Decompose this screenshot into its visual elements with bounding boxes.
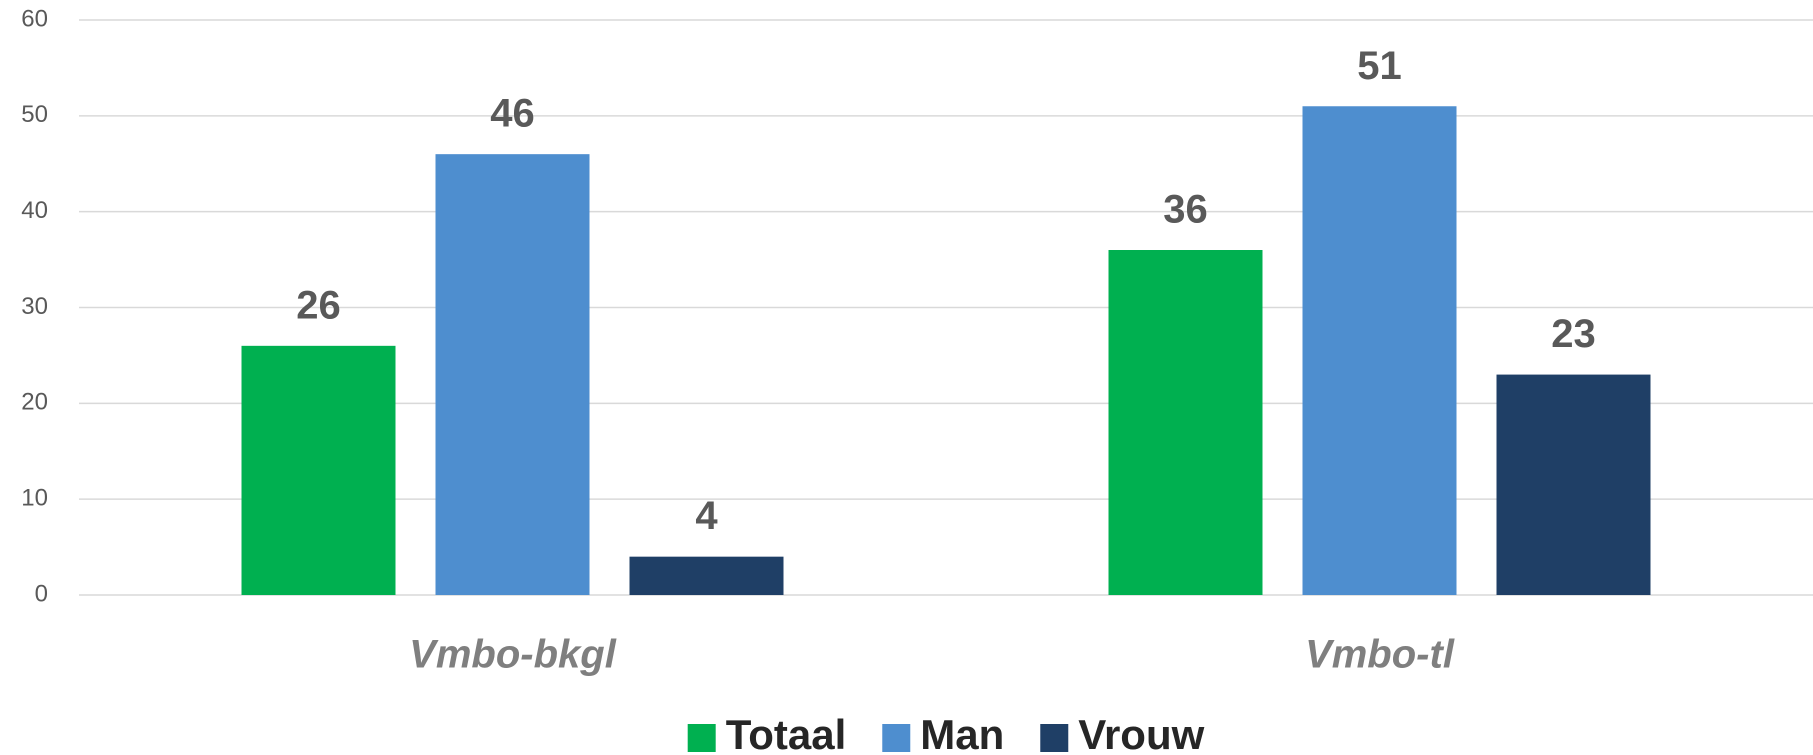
y-tick-label: 10: [21, 485, 48, 512]
bar: [1496, 374, 1651, 595]
bar: [1302, 106, 1457, 595]
legend-label: Totaal: [726, 711, 847, 755]
legend-label: Vrouw: [1078, 711, 1204, 755]
data-label: 46: [490, 92, 535, 136]
data-label: 23: [1551, 312, 1596, 356]
legend-swatch: [687, 724, 716, 752]
legend-label: Man: [920, 711, 1004, 755]
legend-swatch: [1040, 724, 1069, 752]
y-tick-label: 0: [35, 580, 48, 607]
bar: [1108, 250, 1263, 595]
data-label: 36: [1163, 188, 1208, 232]
data-label: 4: [695, 494, 718, 538]
data-label: 26: [296, 283, 341, 327]
y-tick-label: 60: [21, 5, 48, 32]
y-tick-label: 30: [21, 293, 48, 320]
y-tick-label: 40: [21, 197, 48, 224]
x-tick-label: Vmbo-tl: [1305, 633, 1455, 677]
bar: [241, 345, 396, 595]
bar: [435, 154, 590, 595]
y-tick-label: 20: [21, 389, 48, 416]
bar: [629, 556, 784, 595]
x-tick-label: Vmbo-bkgl: [409, 633, 617, 677]
y-tick-label: 50: [21, 101, 48, 128]
legend-swatch: [882, 724, 911, 752]
data-label: 51: [1357, 44, 1402, 88]
